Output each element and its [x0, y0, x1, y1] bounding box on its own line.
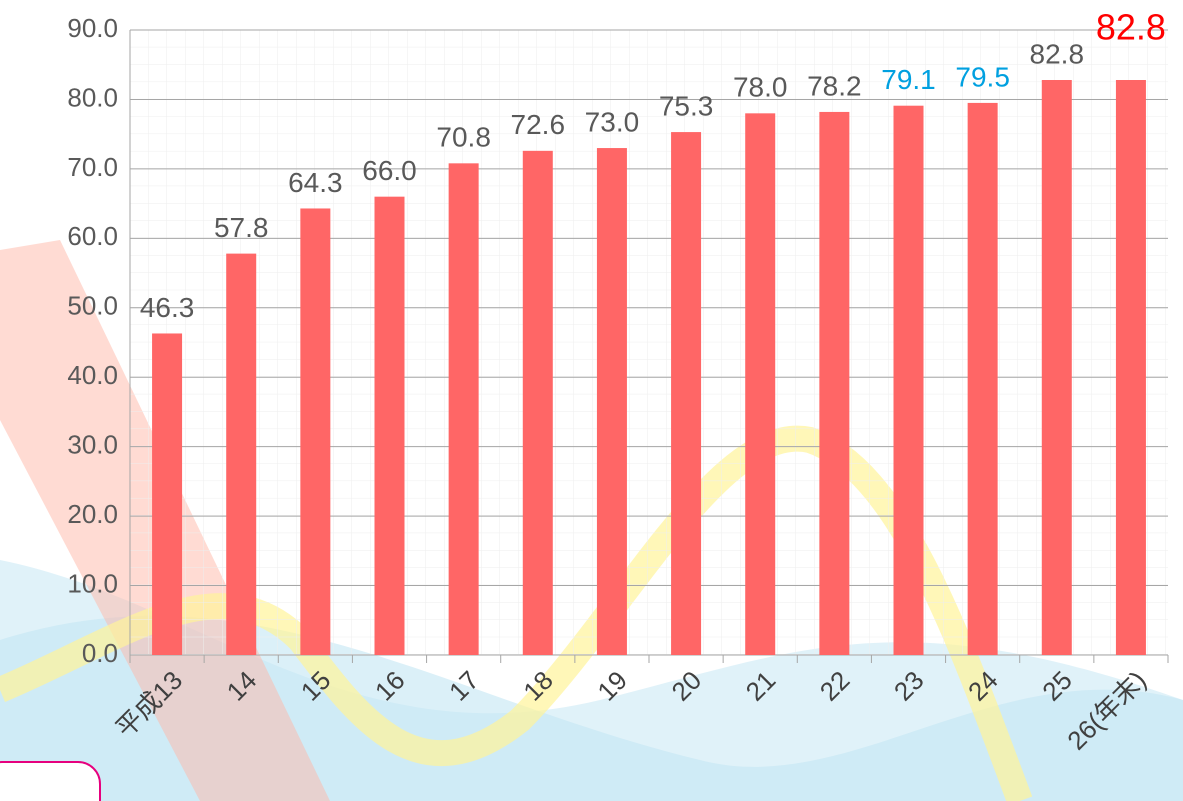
data-label: 79.5	[955, 61, 1010, 92]
bar	[967, 102, 998, 655]
bar	[152, 333, 183, 655]
data-label: 46.3	[140, 292, 195, 323]
data-label: 64.3	[288, 167, 343, 198]
y-tick-label: 10.0	[67, 568, 118, 598]
data-label: 73.0	[585, 106, 640, 137]
y-tick-label: 70.0	[67, 152, 118, 182]
data-label: 78.0	[733, 72, 788, 103]
y-tick-label: 40.0	[67, 360, 118, 390]
data-label: 75.3	[659, 90, 714, 121]
bar	[448, 163, 479, 656]
y-tick-label: 80.0	[67, 82, 118, 112]
bar	[226, 253, 257, 655]
y-tick-label: 50.0	[67, 291, 118, 321]
data-label: 66.0	[362, 155, 417, 186]
bar	[1041, 80, 1072, 655]
bar	[893, 105, 924, 655]
data-label: 70.8	[436, 122, 491, 153]
data-label: 82.8	[1096, 7, 1166, 48]
bar	[300, 208, 331, 655]
y-tick-label: 0.0	[82, 638, 118, 668]
bar	[1115, 80, 1146, 655]
data-label: 72.6	[511, 109, 566, 140]
y-tick-label: 30.0	[67, 430, 118, 460]
data-label: 79.1	[881, 64, 936, 95]
y-tick-label: 90.0	[67, 13, 118, 43]
bar	[671, 132, 702, 656]
bar	[596, 148, 627, 656]
bar	[374, 196, 405, 655]
bar	[522, 150, 553, 656]
data-label: 57.8	[214, 212, 269, 243]
data-label: 78.2	[807, 70, 862, 101]
y-tick-label: 60.0	[67, 221, 118, 251]
y-tick-label: 20.0	[67, 499, 118, 529]
bar	[819, 111, 850, 655]
plot-area: 0.010.020.030.040.050.060.070.080.090.0平…	[67, 7, 1169, 756]
data-label: 82.8	[1030, 38, 1085, 69]
bar	[745, 113, 776, 656]
